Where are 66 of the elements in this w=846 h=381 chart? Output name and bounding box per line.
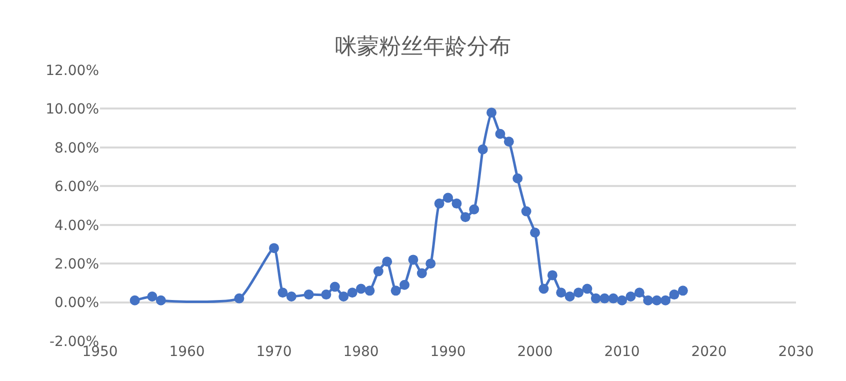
point [538, 284, 549, 294]
point [338, 291, 349, 302]
point [373, 266, 384, 276]
point [278, 288, 288, 298]
point [626, 291, 636, 302]
y-tick-label: 4.00% [54, 218, 99, 234]
point [564, 291, 575, 302]
y-tick-label: 8.00% [54, 140, 99, 156]
point [304, 290, 314, 300]
point [321, 290, 332, 300]
y-tick-label: 6.00% [54, 179, 99, 196]
point [678, 286, 688, 296]
x-tick-label: 2010 [604, 344, 640, 360]
point [426, 258, 436, 269]
x-tick-label: 1990 [430, 344, 466, 360]
point [512, 173, 523, 184]
point [504, 136, 514, 147]
point [330, 282, 340, 292]
point [617, 295, 627, 306]
point [478, 144, 488, 154]
point [530, 228, 540, 238]
point [269, 243, 279, 254]
point [582, 284, 592, 294]
point [130, 295, 140, 306]
y-tick-label: 10.00% [46, 102, 99, 118]
point [156, 295, 166, 306]
point [660, 295, 670, 306]
x-tick-label: 1980 [343, 344, 379, 360]
y-tick-label: 0.00% [54, 295, 99, 312]
point [382, 256, 392, 267]
point [147, 291, 158, 302]
x-tick-label: 1960 [169, 344, 205, 360]
x-tick-label: 2020 [691, 344, 727, 360]
point [495, 128, 506, 139]
point [347, 288, 358, 298]
x-tick-label: 2000 [517, 344, 553, 360]
point [590, 293, 601, 304]
x-tick-label: 2030 [778, 344, 814, 360]
point [469, 204, 480, 214]
point [364, 286, 375, 296]
point [408, 254, 418, 265]
point [443, 192, 453, 203]
point [574, 288, 584, 298]
point [643, 295, 654, 306]
y-tick-label: 2.00% [54, 256, 99, 272]
point [556, 288, 566, 298]
point [608, 293, 618, 304]
point [452, 198, 462, 209]
point [652, 295, 662, 306]
point [521, 206, 532, 216]
point [486, 108, 496, 118]
point [460, 212, 470, 222]
point [669, 290, 680, 300]
point [547, 270, 558, 280]
point [434, 198, 444, 209]
chart-title: 咪蒙粉丝年龄分布 [335, 34, 511, 60]
point [390, 286, 401, 296]
point [634, 288, 644, 298]
point [600, 293, 610, 304]
point [400, 280, 410, 290]
point [356, 284, 366, 294]
point [234, 293, 244, 304]
point [286, 291, 296, 302]
y-tick-label: 12.00% [46, 62, 99, 79]
point [416, 268, 427, 278]
x-tick-label: 1970 [256, 344, 292, 360]
